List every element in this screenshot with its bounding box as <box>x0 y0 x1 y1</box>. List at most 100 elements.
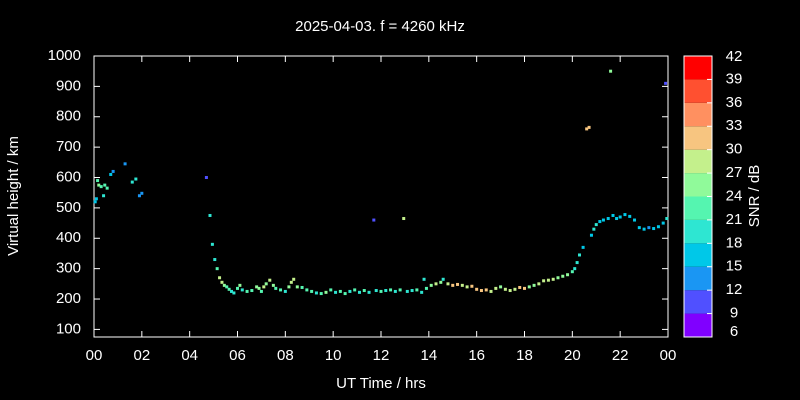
data-point <box>329 288 333 292</box>
y-tick-label: 700 <box>56 138 81 155</box>
data-point <box>420 290 424 294</box>
x-tick-label: 04 <box>181 347 198 364</box>
data-point <box>257 286 261 290</box>
data-point <box>664 81 668 85</box>
data-point <box>585 127 589 131</box>
data-point <box>537 282 541 286</box>
data-point <box>274 286 278 290</box>
data-point <box>295 285 299 289</box>
colorbar-tick-label: 30 <box>726 141 743 158</box>
data-point <box>259 289 263 293</box>
chart-title: 2025-04-03. f = 4260 kHz <box>295 18 465 35</box>
data-point <box>94 197 98 201</box>
data-point <box>637 226 641 230</box>
data-point <box>439 280 443 284</box>
x-axis-label: UT Time / hrs <box>336 375 426 392</box>
data-point <box>220 280 224 284</box>
data-point <box>647 226 651 230</box>
colorbar-tick-label: 15 <box>726 258 743 275</box>
colorbar-label: SNR / dB <box>746 165 763 228</box>
data-point <box>523 286 526 290</box>
data-point <box>236 286 239 290</box>
x-tick-label: 12 <box>373 347 390 364</box>
data-point <box>503 287 507 291</box>
colorbar-segment <box>684 313 712 337</box>
data-point <box>578 253 582 257</box>
x-tick-label: 00 <box>86 347 103 364</box>
data-point <box>268 278 272 282</box>
data-point <box>415 288 419 292</box>
data-point <box>573 267 577 271</box>
data-point <box>93 200 97 204</box>
data-point <box>111 169 115 173</box>
data-point <box>213 258 217 262</box>
data-point <box>508 289 512 293</box>
data-point <box>232 291 236 295</box>
colorbar-tick-label: 33 <box>726 117 743 134</box>
data-point <box>581 245 585 249</box>
data-point <box>264 282 268 286</box>
data-point <box>592 227 596 231</box>
colorbar-segment <box>684 79 712 103</box>
colorbar-tick-label: 24 <box>726 187 743 204</box>
data-point <box>623 213 627 217</box>
data-point <box>561 274 565 278</box>
x-tick-label: 16 <box>468 347 485 364</box>
data-point <box>594 223 598 227</box>
data-point <box>542 279 546 283</box>
data-point <box>551 277 555 281</box>
data-point <box>424 286 428 290</box>
data-point <box>402 217 406 221</box>
colorbar-segment <box>684 149 712 174</box>
data-point <box>271 283 275 287</box>
data-point <box>499 285 503 289</box>
data-point <box>338 289 342 293</box>
data-point <box>628 214 632 218</box>
data-point <box>633 218 637 222</box>
x-tick-label: 20 <box>564 347 581 364</box>
data-point <box>109 172 113 176</box>
data-point <box>283 289 287 293</box>
y-tick-label: 500 <box>56 199 81 216</box>
data-point <box>489 289 493 293</box>
data-point <box>218 276 222 280</box>
data-point <box>570 270 574 274</box>
colorbar-tick-label: 18 <box>726 234 743 251</box>
data-point <box>102 194 106 198</box>
colorbar-segment <box>684 290 712 314</box>
data-point <box>250 289 254 293</box>
data-point <box>130 180 134 184</box>
data-point <box>618 215 622 219</box>
data-point <box>575 261 579 265</box>
data-point <box>300 285 304 289</box>
data-point <box>210 242 214 246</box>
data-point <box>204 176 208 180</box>
data-point <box>665 217 669 221</box>
data-point <box>208 213 212 217</box>
data-point <box>343 292 347 296</box>
colorbar-segment <box>684 243 712 267</box>
data-point <box>609 69 613 73</box>
colorbar-tick-label: 21 <box>726 211 743 228</box>
data-point <box>362 289 366 293</box>
colorbar-tick-label: 9 <box>730 305 738 322</box>
data-point <box>97 183 101 187</box>
data-point <box>292 277 296 281</box>
data-point <box>240 288 244 292</box>
data-point <box>456 282 460 286</box>
data-point <box>314 291 318 295</box>
data-point <box>367 290 371 294</box>
x-tick-label: 00 <box>660 347 677 364</box>
y-tick-label: 900 <box>56 77 81 94</box>
data-point <box>225 285 229 289</box>
data-point <box>353 288 357 292</box>
data-point <box>255 285 259 289</box>
colorbar-tick-label: 6 <box>730 323 738 340</box>
data-point <box>410 289 414 293</box>
data-point <box>372 218 376 222</box>
data-point <box>262 285 266 289</box>
plot-frame <box>93 55 669 338</box>
data-point <box>99 185 103 189</box>
y-tick-label: 400 <box>56 229 81 246</box>
colorbar-tick-label: 12 <box>726 281 743 298</box>
